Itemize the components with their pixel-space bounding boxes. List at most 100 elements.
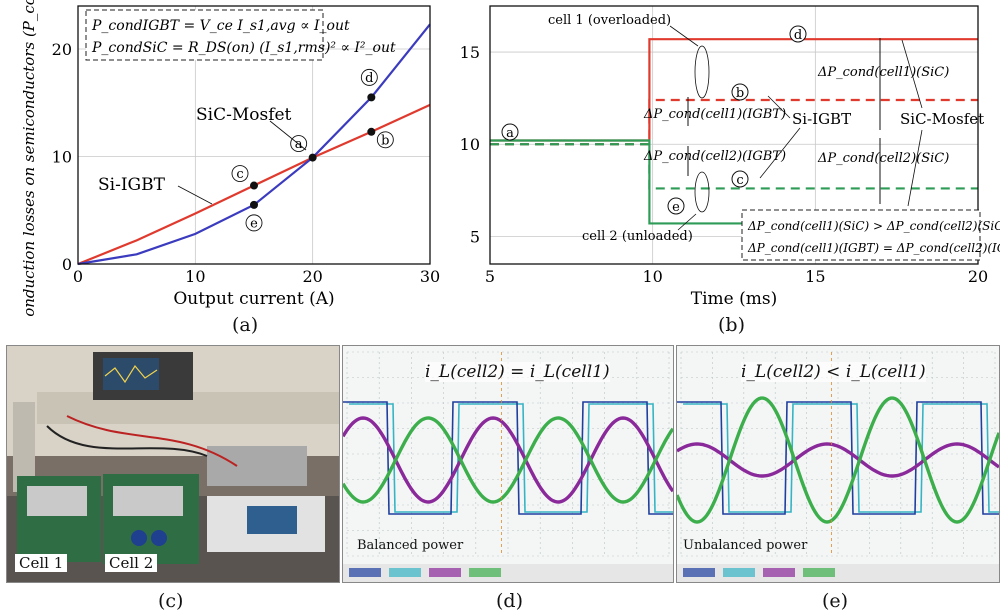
- scope-d-formula: i_L(cell2) = i_L(cell1): [425, 362, 610, 382]
- comparison-line2: ΔP_cond(cell1)(IGBT) = ΔP_cond(cell2)(IG…: [747, 241, 1000, 255]
- pointer-sic-b1: [901, 39, 923, 109]
- scope-trace-square-2: [349, 403, 673, 513]
- equation-box: [85, 9, 324, 61]
- equation-igbt: P_condIGBT = V_ce I_s1,avg ∝ I_out: [91, 18, 350, 34]
- y-tick-label: 0: [62, 255, 72, 274]
- caption-d: (d): [496, 590, 523, 612]
- label-si-igbt-b: Si-IGBT: [792, 110, 851, 128]
- x-axis-title-b: Time (ms): [691, 289, 777, 309]
- scope-balanced: i_L(cell2) = i_L(cell1) Balanced power: [342, 345, 674, 583]
- marker-a-e: [245, 214, 263, 232]
- x-tick-label: 10: [642, 267, 662, 286]
- pointer-cell2: [677, 213, 697, 231]
- scope-unbalanced: i_L(cell2) < i_L(cell1) Unbalanced power: [676, 345, 1000, 583]
- y-tick-label: 10: [460, 135, 480, 154]
- scope-channel-box: [723, 568, 755, 577]
- caption-e: (e): [822, 590, 849, 612]
- scope-channel-box: [803, 568, 835, 577]
- caption-a: (a): [232, 314, 259, 336]
- x-axis-title-a: Output current (A): [173, 289, 334, 309]
- data-point-b: [367, 127, 376, 136]
- data-point-a: [308, 153, 317, 162]
- dp-cell2-sic: ΔP_cond(cell2)(SiC): [817, 151, 949, 166]
- svg-text:e: e: [672, 200, 680, 215]
- chart-b: 5 10 15 20 5 10 15 a b c d e cell 1 (overloade…: [460, 5, 1000, 309]
- pointer-cell1: [669, 25, 699, 47]
- dp-cell2-igbt: ΔP_cond(cell2)(IGBT): [643, 149, 786, 164]
- cell2-bracket: [694, 171, 710, 213]
- label-cell1: cell 1 (overloaded): [548, 13, 671, 28]
- marker-a-label-c: c: [236, 167, 243, 182]
- scope-channel-box: [763, 568, 795, 577]
- label-sic-mosfet-b: SiC-Mosfet: [900, 110, 984, 128]
- chart-b-frame: [489, 5, 979, 265]
- marker-b-d: d: [789, 25, 807, 43]
- comparison-line1: ΔP_cond(cell1)(SiC) > ΔP_cond(cell2)(SiC…: [747, 219, 1000, 233]
- chart-b-ticks: 5 10 15 20 5 10 15: [460, 43, 989, 286]
- y-tick-label: 15: [460, 43, 480, 62]
- data-point-d: [367, 93, 376, 102]
- scope-trace-square-2: [683, 403, 999, 513]
- scope-status-bar: [343, 564, 673, 582]
- cell1-bracket: [694, 45, 710, 99]
- pointer-sic-b2: [907, 129, 923, 207]
- marker-a-label-d: d: [365, 71, 373, 86]
- scope-trace-square-1: [343, 401, 673, 515]
- pointer-igbt: [177, 185, 213, 205]
- chart-a-frame: [77, 5, 431, 265]
- scope-channel-box: [469, 568, 501, 577]
- data-point-c: [250, 181, 258, 190]
- x-tick-label: 5: [485, 267, 495, 286]
- scope-trace-purple: [343, 416, 673, 504]
- comparison-box: [741, 209, 981, 261]
- data-point-e: [250, 200, 258, 209]
- series-line-cell-2-igbt: [490, 143, 978, 190]
- photo-label-cell2: Cell 2: [105, 554, 158, 572]
- svg-text:c: c: [736, 173, 743, 188]
- dp-cell1-igbt: ΔP_cond(cell1)(IGBT): [643, 107, 786, 122]
- marker-b-e: e: [667, 197, 685, 215]
- marker-a-label-e: e: [250, 216, 258, 231]
- x-tick-label: 10: [185, 267, 205, 286]
- marker-a-label-b: b: [381, 133, 389, 148]
- marker-a-b: [376, 131, 394, 149]
- delta-arrows: [687, 38, 881, 204]
- label-cell2: cell 2 (unloaded): [582, 229, 693, 244]
- marker-a-c: [231, 165, 249, 182]
- chart-a-ticks: 0 10 20 30 0 10 20: [52, 40, 441, 286]
- pointer-sic: [269, 120, 307, 151]
- caption-c: (c): [158, 590, 184, 612]
- scope-status-bar: [677, 564, 999, 582]
- marker-a-d: [360, 68, 378, 86]
- svg-text:a: a: [506, 126, 514, 141]
- scope-e-label: Unbalanced power: [683, 538, 808, 553]
- equation-sic: P_condSiC = R_DS(on) (I_s1,rms)² ∝ I²_ou…: [91, 40, 396, 56]
- x-tick-label: 0: [73, 267, 83, 286]
- x-tick-label: 30: [420, 267, 440, 286]
- y-tick-label: 20: [52, 40, 72, 59]
- scope-trace-green: [343, 416, 673, 504]
- x-tick-label: 20: [302, 267, 322, 286]
- x-tick-label: 15: [805, 267, 825, 286]
- pointer-igbt-b1: [767, 95, 791, 119]
- label-sic-mosfet: SiC-Mosfet: [196, 105, 292, 125]
- y-axis-title-a: Conduction losses on semiconductors (P_c…: [20, 0, 38, 316]
- photo-label-cell1: Cell 1: [15, 554, 68, 572]
- scope-channel-box: [389, 568, 421, 577]
- svg-text:d: d: [794, 28, 802, 43]
- caption-b: (b): [718, 314, 745, 336]
- scope-channel-box: [683, 568, 715, 577]
- marker-b-b: b: [731, 83, 749, 101]
- scope-d-label: Balanced power: [357, 538, 464, 553]
- marker-b-a: a: [501, 123, 519, 141]
- y-tick-label: 10: [52, 148, 72, 167]
- marker-b-c: c: [731, 170, 749, 188]
- label-si-igbt: Si-IGBT: [98, 175, 166, 195]
- scope-channel-box: [429, 568, 461, 577]
- scope-trace-square-1: [677, 401, 999, 515]
- dp-cell1-sic: ΔP_cond(cell1)(SiC): [817, 65, 949, 80]
- lab-photo: Cell 1 Cell 2: [6, 345, 340, 583]
- pointer-igbt-b2: [759, 127, 801, 179]
- y-tick-label: 5: [470, 227, 480, 246]
